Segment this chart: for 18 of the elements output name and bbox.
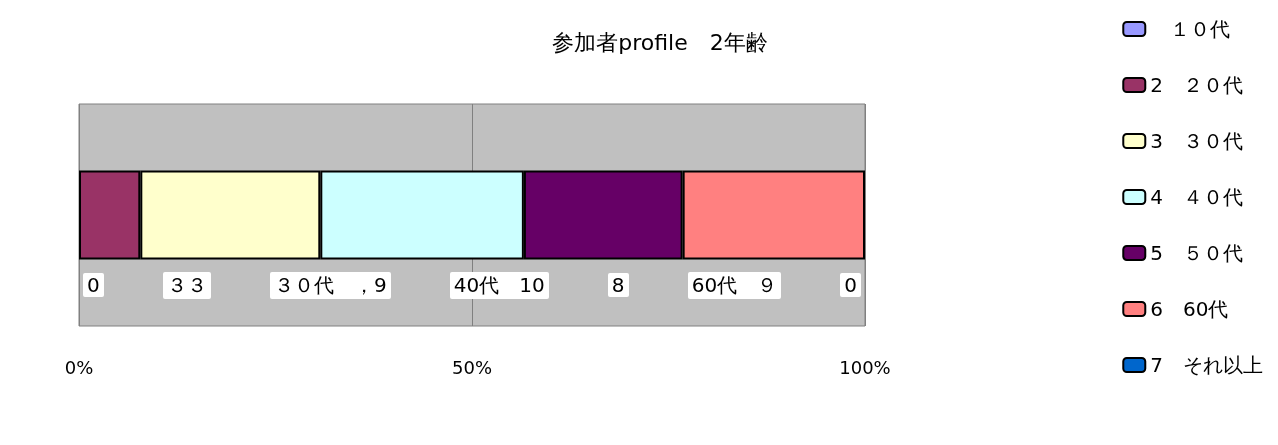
annotation: 0 xyxy=(83,273,104,297)
annotation: ３０代 ，9 xyxy=(269,271,391,299)
annotation: 40代 10 xyxy=(449,271,549,299)
x-tick-label: 100% xyxy=(839,356,891,378)
annotation: ３３ xyxy=(162,271,211,299)
annotation: 8 xyxy=(607,273,629,297)
chart-title: 参加者profile 2年齢 xyxy=(552,29,768,55)
annotation: 0 xyxy=(840,273,861,297)
x-tick-label: 0% xyxy=(64,356,94,378)
x-tick-label: 50% xyxy=(451,356,493,378)
legend-label: 2 ２０代 xyxy=(1150,73,1244,97)
annotation: 60代 ９ xyxy=(687,271,782,299)
legend-label: 6 60代 xyxy=(1150,297,1229,321)
legend-label: １０代 xyxy=(1150,17,1231,41)
legend-label: 4 ４０代 xyxy=(1150,185,1244,209)
legend-label: 7 それ以上 xyxy=(1150,353,1264,377)
legend-label: 3 ３０代 xyxy=(1150,129,1244,153)
legend-label: 5 ５０代 xyxy=(1150,241,1244,265)
